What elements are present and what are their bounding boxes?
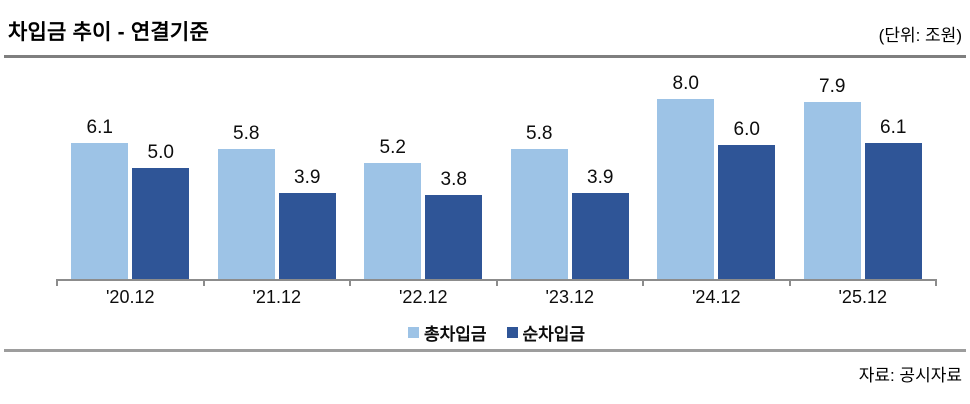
bar-value-label: 5.2 xyxy=(379,137,406,158)
bar-value-label: 8.0 xyxy=(672,73,699,94)
source-note: 자료: 공시자료 xyxy=(858,366,962,385)
axis-tick xyxy=(935,279,937,286)
chart-title: 차입금 추이 - 연결기준 xyxy=(8,21,209,44)
bar-value-label: 3.8 xyxy=(440,169,467,190)
legend-label: 순차입금 xyxy=(522,325,586,344)
axis-tick xyxy=(349,279,351,286)
bar-총차입금-2412: 8.0 xyxy=(657,73,715,281)
legend-swatch-icon xyxy=(506,327,518,338)
category-label: '21.12 xyxy=(252,287,301,307)
bar-총차입금-2312: 5.8 xyxy=(510,123,568,281)
bar-value-label: 5.8 xyxy=(233,123,260,144)
bar-value-label: 7.9 xyxy=(819,76,846,97)
bar-value-label: 3.9 xyxy=(294,167,321,188)
category-label: '24.12 xyxy=(692,287,741,307)
axis-tick xyxy=(789,279,791,286)
bar-value-label: 3.9 xyxy=(587,167,614,188)
bar-총차입금-2012: 6.1 xyxy=(71,117,129,281)
bar-value-label: 5.0 xyxy=(147,142,174,163)
category-label: '23.12 xyxy=(545,287,594,307)
chart-legend: 총차입금 순차입금 xyxy=(57,320,936,345)
bar-group-2212: 5.2 3.8 xyxy=(350,70,497,281)
category-label: '20.12 xyxy=(106,287,155,307)
bar-순차입금-2012: 5.0 xyxy=(132,142,190,281)
bar-group-2312: 5.8 3.9 xyxy=(497,70,644,281)
bar-총차입금-2512: 7.9 xyxy=(803,76,861,281)
footer-divider xyxy=(4,349,966,352)
legend-label: 총차입금 xyxy=(423,325,487,344)
bar-group-2412: 8.0 6.0 xyxy=(643,70,790,281)
legend-item-net: 순차입금 xyxy=(506,320,586,345)
bar-value-label: 6.0 xyxy=(733,119,760,140)
bar-순차입금-2112: 3.9 xyxy=(278,167,336,281)
axis-tick xyxy=(56,279,58,286)
bar-순차입금-2412: 6.0 xyxy=(718,119,776,281)
axis-tick xyxy=(496,279,498,286)
axis-tick xyxy=(203,279,205,286)
bar-chart-plot-area: 6.1 5.0 5.8 3.9 5.2 3.8 5.8 3.9 8.0 6.0 7.9 6.1 xyxy=(57,70,936,281)
bar-총차입금-2212: 5.2 xyxy=(364,137,422,281)
bar-순차입금-2512: 6.1 xyxy=(864,117,922,281)
category-label: '22.12 xyxy=(399,287,448,307)
legend-item-total: 총차입금 xyxy=(407,320,487,345)
category-label: '25.12 xyxy=(838,287,887,307)
bar-순차입금-2312: 3.9 xyxy=(571,167,629,281)
bar-value-label: 5.8 xyxy=(526,123,553,144)
bar-총차입금-2112: 5.8 xyxy=(217,123,275,281)
legend-swatch-icon xyxy=(407,327,419,338)
bar-value-label: 6.1 xyxy=(86,117,113,138)
title-divider xyxy=(4,55,966,58)
x-axis-category-labels: '20.12 '21.12 '22.12 '23.12 '24.12 '25.12 xyxy=(57,287,936,308)
axis-tick xyxy=(642,279,644,286)
bar-value-label: 6.1 xyxy=(880,117,907,138)
bar-순차입금-2212: 3.8 xyxy=(425,169,483,281)
bar-group-2512: 7.9 6.1 xyxy=(790,70,937,281)
bar-group-2112: 5.8 3.9 xyxy=(204,70,351,281)
bar-group-2012: 6.1 5.0 xyxy=(57,70,204,281)
unit-label: (단위: 조원) xyxy=(878,26,962,45)
